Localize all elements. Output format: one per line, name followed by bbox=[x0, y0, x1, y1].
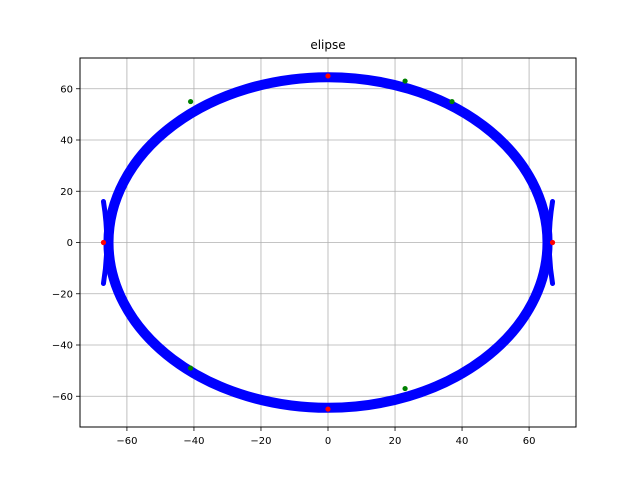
x-tick-label: −60 bbox=[116, 436, 137, 447]
green-point bbox=[187, 365, 194, 371]
y-tick-label: −60 bbox=[52, 392, 73, 403]
ellipse-end-cusp bbox=[546, 199, 556, 286]
green-point bbox=[402, 385, 408, 392]
y-tick-label: 60 bbox=[60, 84, 73, 95]
x-tick-label: 40 bbox=[456, 436, 469, 447]
red-point bbox=[325, 73, 331, 79]
red-point bbox=[549, 239, 556, 246]
y-tick-label: 0 bbox=[67, 238, 73, 249]
y-tick-label: −20 bbox=[52, 289, 73, 300]
green-point bbox=[402, 78, 408, 84]
ellipse-end-cusp bbox=[100, 199, 110, 286]
green-point bbox=[449, 98, 455, 105]
red-point bbox=[100, 239, 107, 246]
x-tick-label: 20 bbox=[389, 436, 402, 447]
y-tick-label: −40 bbox=[52, 341, 73, 352]
y-axis-ticks: −60 −40 −20 0 20 40 60 bbox=[52, 84, 80, 403]
y-tick-label: 20 bbox=[60, 187, 73, 198]
x-tick-label: −40 bbox=[183, 436, 204, 447]
marker-points bbox=[100, 73, 556, 412]
x-tick-label: 0 bbox=[325, 436, 331, 447]
y-tick-label: 40 bbox=[60, 136, 73, 147]
red-point bbox=[325, 406, 331, 412]
green-point bbox=[187, 98, 194, 105]
x-tick-label: 60 bbox=[523, 436, 536, 447]
x-tick-label: −20 bbox=[250, 436, 271, 447]
chart-title: elipse bbox=[310, 38, 345, 52]
x-axis-ticks: −60 −40 −20 0 20 40 60 bbox=[116, 427, 535, 447]
